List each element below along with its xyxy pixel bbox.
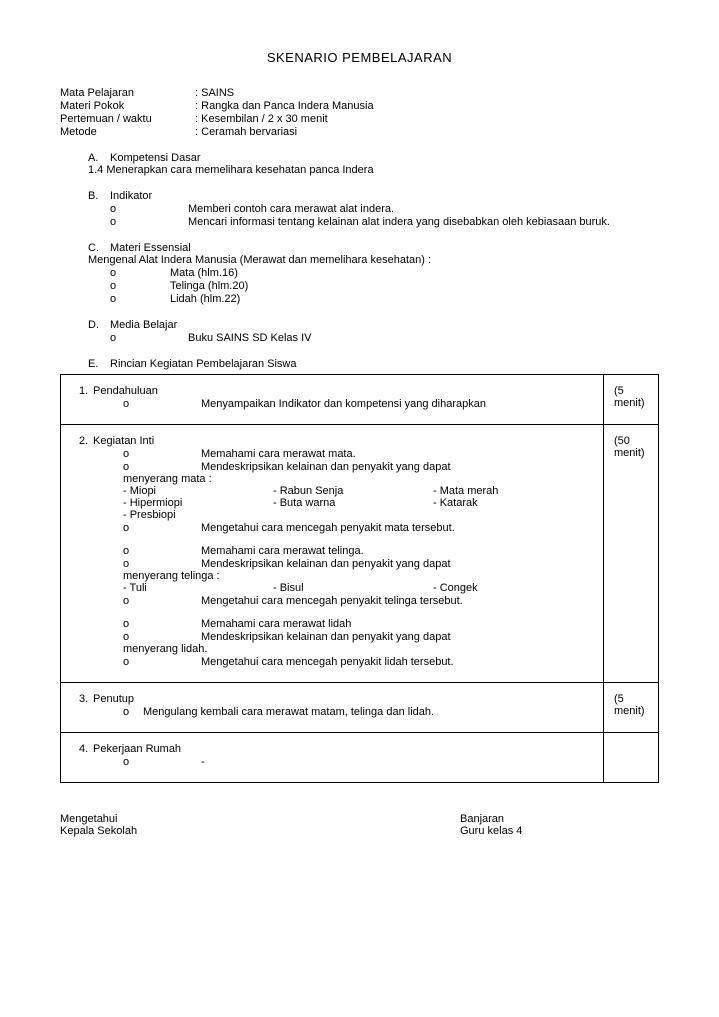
bullet-text: Mata (hlm.16) (170, 267, 238, 279)
section-title: Materi Essensial (110, 242, 191, 254)
signature-footer: Mengetahui Kepala Sekolah Banjaran Guru … (60, 813, 659, 837)
activity-time: (5 menit) (604, 683, 659, 733)
bullet-icon: o (123, 398, 201, 410)
sub-intro: menyerang telinga : (123, 570, 593, 582)
bullet-text: Mendeskripsikan kelainan dan penyakit ya… (201, 631, 593, 643)
bullet-icon: o (123, 558, 201, 570)
section-a: A.Kompetensi Dasar 1.4 Menerapkan cara m… (60, 152, 659, 176)
table-row: 3.Penutup oMengulang kembali cara merawa… (61, 683, 659, 733)
bullet-text: Mengetahui cara mencegah penyakit mata t… (201, 522, 455, 534)
section-e: E.Rincian Kegiatan Pembelajaran Siswa (60, 358, 659, 370)
bullet-icon: o (110, 267, 170, 279)
section-letter: D. (88, 319, 110, 331)
bullet-icon: o (110, 216, 188, 228)
activity-title: Penutup (93, 693, 134, 705)
section-title: Indikator (110, 190, 152, 202)
activity-time (604, 733, 659, 783)
section-b: B.Indikator oMemberi contoh cara merawat… (60, 190, 659, 228)
section-c: C.Materi Essensial Mengenal Alat Indera … (60, 242, 659, 305)
bullet-text: Mengetahui cara mencegah penyakit lidah … (201, 656, 454, 668)
bullet-icon: o (123, 595, 201, 607)
bullet-icon: o (123, 631, 201, 643)
activity-time: (5 menit) (604, 375, 659, 425)
bullet-icon: o (123, 618, 201, 630)
meta-label: Pertemuan / waktu (60, 113, 195, 125)
sub-intro: menyerang mata : (123, 473, 593, 485)
section-c-sub: Mengenal Alat Indera Manusia (Merawat da… (88, 254, 659, 266)
activity-num: 4. (71, 743, 93, 755)
bullet-icon: o (123, 756, 201, 768)
section-letter: C. (88, 242, 110, 254)
disease-row: - Hipermiopi- Buta warna- Katarak (123, 497, 593, 509)
bullet-text: Lidah (hlm.22) (170, 293, 240, 305)
bullet-icon: o (110, 332, 188, 344)
disease-row: - Tuli- Bisul- Congek (123, 582, 593, 594)
bullet-text: - (201, 756, 205, 768)
section-letter: B. (88, 190, 110, 202)
bullet-text: Telinga (hlm.20) (170, 280, 248, 292)
sub-intro: menyerang lidah. (123, 643, 593, 655)
bullet-icon: o (123, 461, 201, 473)
section-letter: A. (88, 152, 110, 164)
bullet-text: Memberi contoh cara merawat alat indera. (188, 203, 394, 215)
section-title: Media Belajar (110, 319, 177, 331)
footer-left-2: Kepala Sekolah (60, 825, 460, 837)
bullet-icon: o (123, 545, 201, 557)
disease-row: - Miopi- Rabun Senja- Mata merah (123, 485, 593, 497)
bullet-text: Memahami cara merawat mata. (201, 448, 356, 460)
bullet-text: Buku SAINS SD Kelas IV (188, 332, 312, 344)
footer-right-2: Guru kelas 4 (460, 825, 522, 837)
bullet-text: Mendeskripsikan kelainan dan penyakit ya… (201, 558, 593, 570)
section-title: Rincian Kegiatan Pembelajaran Siswa (110, 358, 297, 370)
activity-table: 1.Pendahuluan oMenyampaikan Indikator da… (60, 374, 659, 783)
meta-label: Mata Pelajaran (60, 87, 195, 99)
bullet-text: Mengetahui cara mencegah penyakit teling… (201, 595, 463, 607)
bullet-text: Mendeskripsikan kelainan dan penyakit ya… (201, 461, 593, 473)
activity-num: 2. (71, 435, 93, 447)
bullet-icon: o (123, 448, 201, 460)
bullet-text: Memahami cara merawat telinga. (201, 545, 364, 557)
bullet-text: Memahami cara merawat lidah (201, 618, 351, 630)
bullet-text: Menyampaikan Indikator dan kompetensi ya… (201, 398, 486, 410)
activity-title: Pendahuluan (93, 385, 158, 397)
section-a-line: 1.4 Menerapkan cara memelihara kesehatan… (88, 164, 659, 176)
activity-time: (50 menit) (604, 425, 659, 683)
meta-block: Mata PelajaranSAINS Materi PokokRangka d… (60, 87, 659, 138)
bullet-icon: o (123, 656, 201, 668)
bullet-icon: o (110, 293, 170, 305)
section-d: D.Media Belajar oBuku SAINS SD Kelas IV (60, 319, 659, 344)
bullet-icon: o (123, 706, 143, 718)
activity-title: Pekerjaan Rumah (93, 743, 181, 755)
table-row: 4.Pekerjaan Rumah o- (61, 733, 659, 783)
bullet-icon: o (110, 280, 170, 292)
bullet-text: Mencari informasi tentang kelainan alat … (188, 216, 610, 228)
disease-row: - Presbiopi (123, 509, 593, 521)
meta-value: SAINS (195, 87, 234, 99)
activity-title: Kegiatan Inti (93, 435, 154, 447)
meta-value: Ceramah bervariasi (195, 126, 297, 138)
activity-num: 3. (71, 693, 93, 705)
footer-left-1: Mengetahui (60, 813, 460, 825)
meta-label: Materi Pokok (60, 100, 195, 112)
meta-value: Kesembilan / 2 x 30 menit (195, 113, 328, 125)
meta-label: Metode (60, 126, 195, 138)
bullet-icon: o (110, 203, 188, 215)
section-title: Kompetensi Dasar (110, 152, 201, 164)
table-row: 2.Kegiatan Inti oMemahami cara merawat m… (61, 425, 659, 683)
bullet-icon: o (123, 522, 201, 534)
bullet-text: Mengulang kembali cara merawat matam, te… (143, 706, 434, 718)
page-title: SKENARIO PEMBELAJARAN (60, 50, 659, 65)
section-letter: E. (88, 358, 110, 370)
table-row: 1.Pendahuluan oMenyampaikan Indikator da… (61, 375, 659, 425)
footer-right-1: Banjaran (460, 813, 522, 825)
meta-value: Rangka dan Panca Indera Manusia (195, 100, 374, 112)
activity-num: 1. (71, 385, 93, 397)
